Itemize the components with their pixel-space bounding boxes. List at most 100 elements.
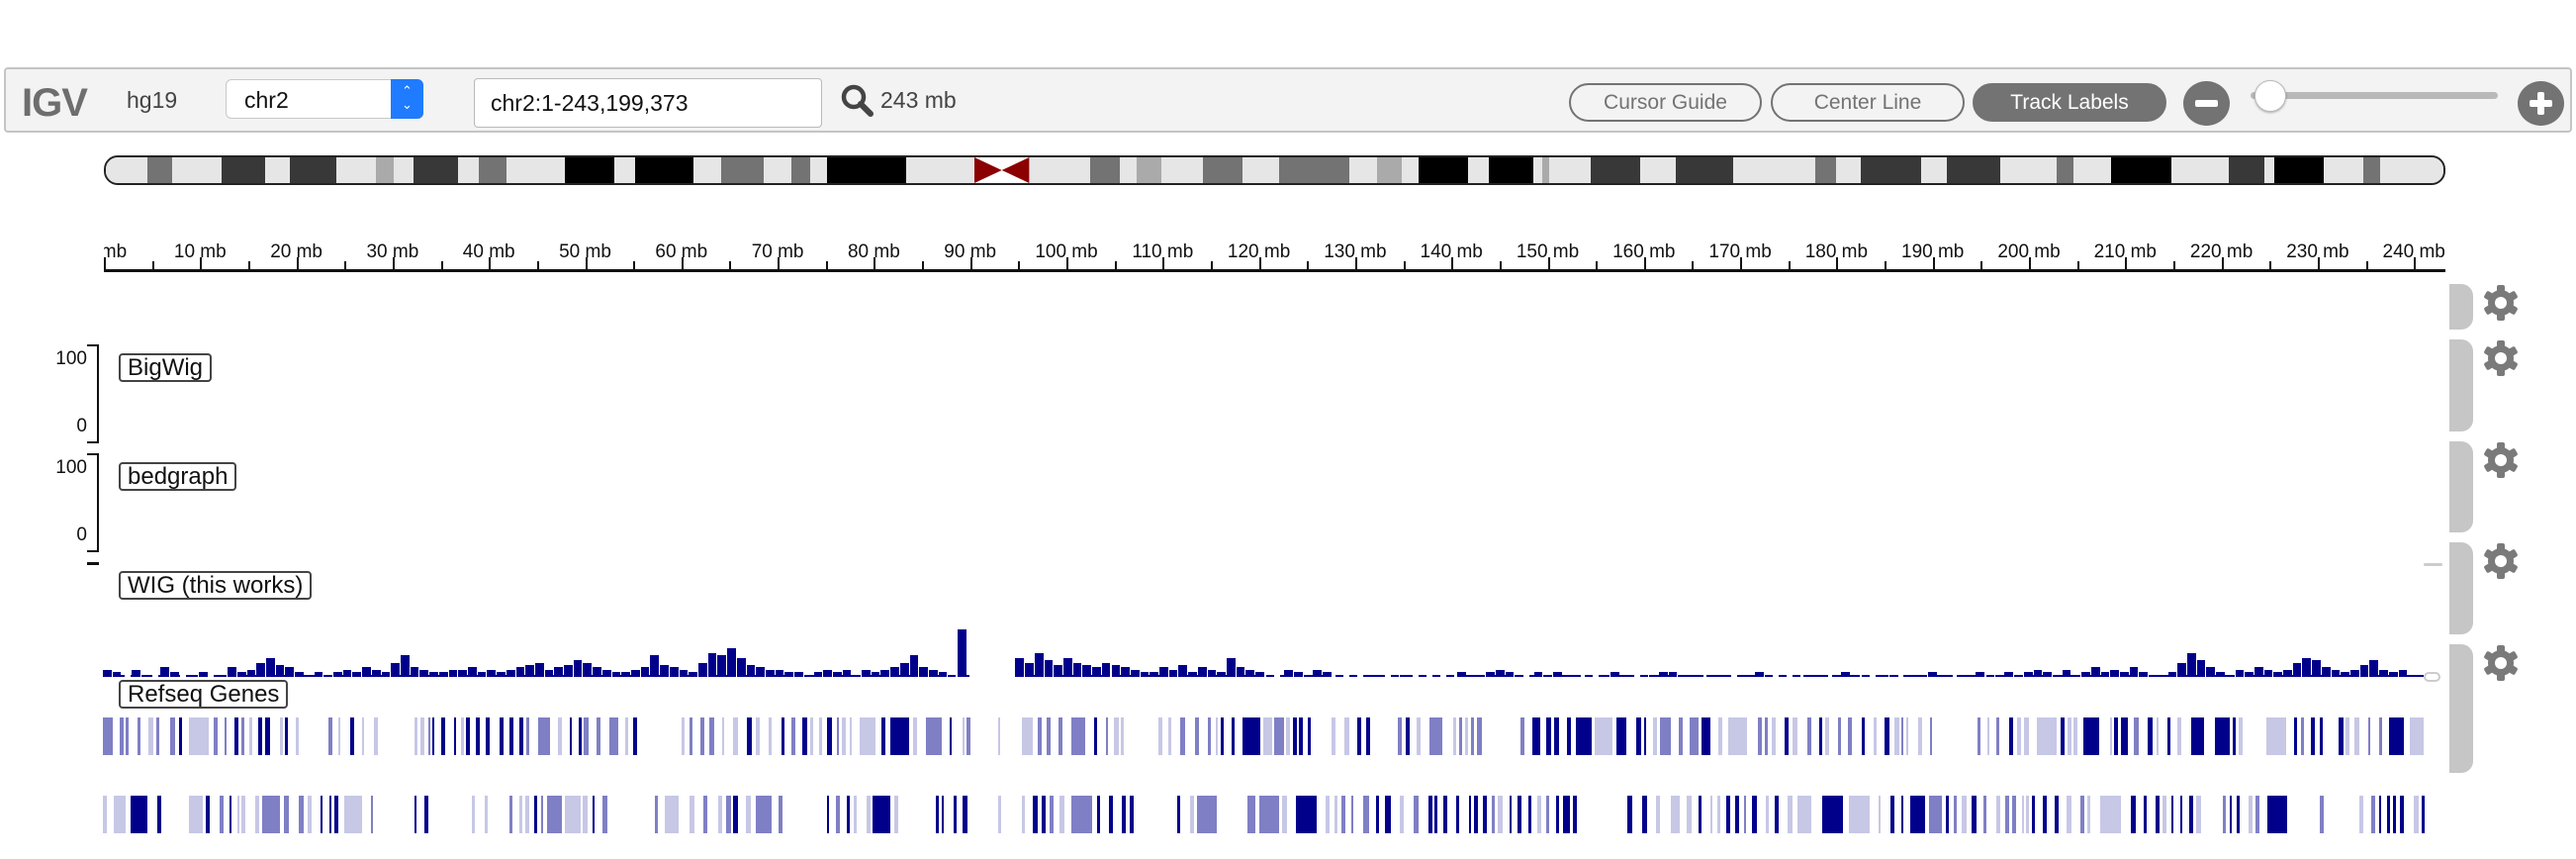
gene-feature[interactable] [1096, 796, 1101, 833]
gene-feature[interactable] [1341, 796, 1346, 833]
gene-feature[interactable] [1325, 796, 1330, 833]
gene-feature[interactable] [460, 717, 464, 755]
gene-feature[interactable] [137, 717, 141, 755]
gene-feature[interactable] [157, 796, 162, 833]
gene-feature[interactable] [859, 717, 875, 755]
gene-feature[interactable] [1196, 796, 1218, 833]
wig-track-drag-handle[interactable] [2449, 542, 2473, 634]
gene-feature[interactable] [954, 796, 957, 833]
gene-feature[interactable] [565, 796, 582, 833]
gene-feature[interactable] [2054, 796, 2060, 833]
gene-feature[interactable] [867, 796, 871, 833]
gene-feature[interactable] [966, 717, 970, 755]
gene-feature[interactable] [2320, 717, 2324, 755]
gene-feature[interactable] [427, 717, 431, 755]
gene-feature[interactable] [1929, 717, 1933, 755]
gene-feature[interactable] [1177, 796, 1180, 833]
gene-feature[interactable] [2156, 717, 2159, 755]
gene-feature[interactable] [827, 717, 832, 755]
gene-feature[interactable] [206, 796, 210, 833]
gene-feature[interactable] [1616, 717, 1626, 755]
gene-feature[interactable] [240, 796, 245, 833]
gene-feature[interactable] [997, 796, 1001, 833]
chromosome-ideogram[interactable] [104, 155, 2445, 185]
gene-feature[interactable] [1546, 717, 1551, 755]
gene-feature[interactable] [1282, 796, 1287, 833]
gene-feature[interactable] [2378, 796, 2381, 833]
gene-feature[interactable] [726, 796, 731, 833]
gene-feature[interactable] [2237, 796, 2241, 833]
refseq-track-drag-handle[interactable] [2449, 644, 2473, 773]
gene-feature[interactable] [2087, 796, 2091, 833]
zoom-in-button[interactable] [2518, 81, 2564, 126]
gene-feature[interactable] [1717, 717, 1723, 755]
gene-feature[interactable] [2249, 796, 2253, 833]
gene-feature[interactable] [819, 717, 823, 755]
gene-feature[interactable] [1982, 796, 1986, 833]
gene-feature[interactable] [2294, 717, 2298, 755]
gene-feature[interactable] [1158, 717, 1163, 755]
gene-feature[interactable] [2148, 717, 2153, 755]
gene-feature[interactable] [826, 796, 829, 833]
gene-feature[interactable] [1509, 796, 1512, 833]
gene-feature[interactable] [130, 796, 148, 833]
gene-feature[interactable] [320, 796, 323, 833]
gene-feature[interactable] [485, 796, 488, 833]
gene-feature[interactable] [836, 796, 840, 833]
gene-feature[interactable] [423, 796, 428, 833]
gene-feature[interactable] [1168, 717, 1171, 755]
gene-feature[interactable] [1071, 796, 1093, 833]
gene-feature[interactable] [997, 717, 1001, 755]
gene-feature[interactable] [2196, 796, 2201, 833]
gene-feature[interactable] [2120, 717, 2129, 755]
gene-feature[interactable] [1873, 717, 1878, 755]
gene-feature[interactable] [949, 717, 953, 755]
gene-feature[interactable] [2229, 796, 2233, 833]
gene-feature[interactable] [1977, 717, 1980, 755]
refseq-gene-row-2[interactable] [103, 796, 2428, 833]
gene-feature[interactable] [1122, 796, 1127, 833]
gene-feature[interactable] [690, 717, 692, 755]
gene-feature[interactable] [2310, 717, 2315, 755]
gene-feature[interactable] [257, 717, 263, 755]
gene-feature[interactable] [768, 717, 772, 755]
gene-feature[interactable] [1671, 796, 1680, 833]
bigwig-track-drag-handle[interactable] [2449, 339, 2473, 431]
gene-feature[interactable] [2267, 796, 2288, 833]
gene-feature[interactable] [782, 717, 785, 755]
gene-feature[interactable] [2166, 717, 2171, 755]
gene-feature[interactable] [2239, 717, 2243, 755]
ruler-track-drag-handle[interactable] [2449, 284, 2473, 330]
gene-feature[interactable] [1678, 717, 1683, 755]
gene-feature[interactable] [1365, 717, 1371, 755]
gear-icon[interactable] [2482, 441, 2520, 479]
gene-feature[interactable] [1532, 717, 1541, 755]
gene-feature[interactable] [308, 796, 313, 833]
gene-feature[interactable] [333, 796, 339, 833]
gene-feature[interactable] [1498, 796, 1503, 833]
gene-feature[interactable] [1474, 796, 1479, 833]
gene-feature[interactable] [1296, 796, 1318, 833]
gene-feature[interactable] [1889, 796, 1895, 833]
gene-feature[interactable] [746, 717, 752, 755]
gene-feature[interactable] [846, 796, 850, 833]
gene-feature[interactable] [2371, 796, 2375, 833]
gene-feature[interactable] [224, 717, 228, 755]
gene-feature[interactable] [1594, 717, 1613, 755]
gear-icon[interactable] [2482, 284, 2520, 322]
gene-feature[interactable] [2354, 717, 2360, 755]
gene-feature[interactable] [2134, 717, 2139, 755]
gene-feature[interactable] [1286, 717, 1290, 755]
gene-feature[interactable] [1848, 796, 1870, 833]
gene-feature[interactable] [1129, 796, 1135, 833]
gene-feature[interactable] [2042, 796, 2047, 833]
gene-feature[interactable] [1456, 796, 1459, 833]
gene-feature[interactable] [2143, 796, 2147, 833]
gene-feature[interactable] [1434, 796, 1438, 833]
gene-feature[interactable] [261, 796, 281, 833]
gene-feature[interactable] [179, 717, 182, 755]
gene-feature[interactable] [486, 717, 490, 755]
gene-feature[interactable] [2265, 717, 2286, 755]
gene-feature[interactable] [1476, 717, 1482, 755]
gene-feature[interactable] [1847, 717, 1852, 755]
